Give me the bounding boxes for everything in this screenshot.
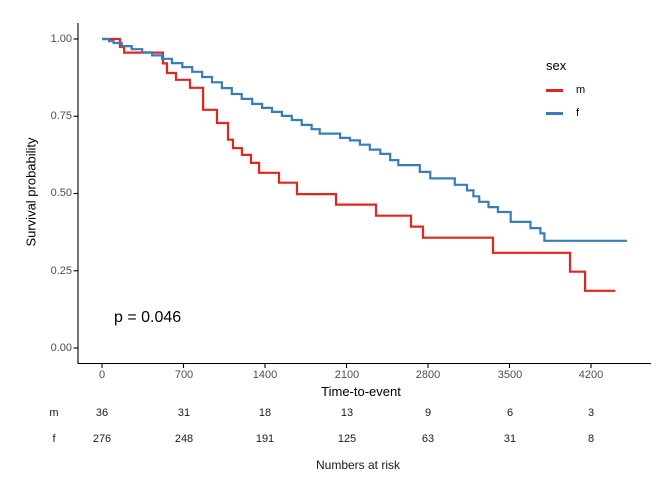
risk-count: 191 [255, 433, 275, 445]
legend-title: sex [546, 58, 567, 73]
risk-table-caption: Numbers at risk [315, 458, 401, 472]
survival-curve-f [102, 37, 627, 242]
survival-curve-m [102, 37, 616, 292]
legend-item-label: m [576, 84, 586, 96]
risk-count: 276 [92, 433, 112, 445]
y-tick-label-050: 0.50 [50, 187, 72, 199]
p-value-annotation: p = 0.046 [114, 309, 182, 326]
x-axis-title: Time-to-event [321, 384, 401, 399]
x-tick-label-1400: 1400 [252, 369, 278, 381]
risk-count: 63 [421, 433, 435, 445]
x-tick-label-2800: 2800 [415, 369, 441, 381]
x-tick-label-2100: 2100 [334, 369, 360, 381]
legend-line-swatch-f [546, 111, 563, 115]
risk-count: 6 [506, 407, 514, 419]
legend-item-m: m [546, 82, 585, 98]
y-axis-title: Survival probability [23, 137, 39, 247]
risk-row-label-f: f [52, 433, 56, 445]
y-tick-label-075: 0.75 [50, 110, 72, 122]
x-tick-label-700: 700 [174, 369, 194, 381]
x-tick-label-0: 0 [98, 369, 106, 381]
legend-line-swatch-m [546, 88, 563, 92]
legend: sex m f [546, 58, 585, 121]
risk-count: 31 [503, 433, 517, 445]
risk-row-label-m: m [49, 407, 59, 419]
risk-count: 3 [587, 407, 595, 419]
risk-count: 248 [174, 433, 194, 445]
legend-item-label: f [576, 107, 580, 119]
risk-count: 36 [95, 407, 109, 419]
x-tick-label-3500: 3500 [497, 369, 523, 381]
risk-count: 13 [340, 407, 354, 419]
risk-count: 125 [337, 433, 357, 445]
y-tick-label-000: 0.00 [50, 342, 72, 354]
risk-count: 9 [424, 407, 432, 419]
risk-count: 18 [258, 407, 272, 419]
risk-count: 8 [587, 433, 595, 445]
legend-item-f: f [546, 105, 585, 121]
x-tick-label-4200: 4200 [578, 369, 604, 381]
y-tick-label-025: 0.25 [50, 265, 72, 277]
y-tick-label-100: 1.00 [50, 33, 72, 45]
risk-count: 31 [177, 407, 191, 419]
